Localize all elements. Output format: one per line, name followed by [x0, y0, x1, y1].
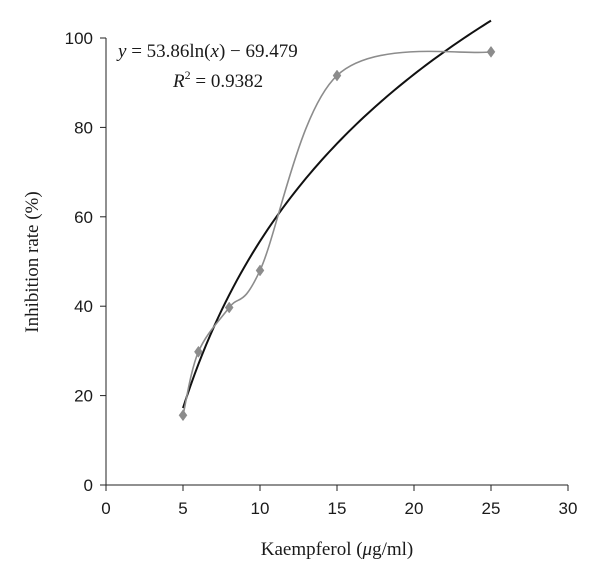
equation-middle: = 53.86ln( — [126, 41, 210, 62]
x-ticks: 0 5 10 15 20 25 30 — [101, 485, 577, 518]
r-squared-R: R — [172, 71, 185, 92]
y-tick-label: 20 — [74, 387, 93, 406]
x-axis-title-mu: μ — [362, 539, 373, 560]
trend-equation: y = 53.86ln(x) − 69.479 — [116, 41, 298, 62]
data-point — [332, 69, 342, 82]
x-axis-title-unit: g/ml) — [372, 539, 413, 560]
data-point — [486, 45, 496, 58]
data-point — [194, 345, 203, 358]
data-point — [178, 409, 188, 422]
r-squared: R2 = 0.9382 — [172, 68, 263, 92]
x-tick-label: 10 — [251, 499, 270, 518]
equation-x: x — [210, 41, 220, 62]
x-tick-label: 5 — [178, 499, 187, 518]
x-tick-label: 0 — [101, 499, 110, 518]
series-markers — [178, 45, 496, 422]
equation-end: ) − 69.479 — [219, 41, 298, 62]
y-tick-label: 0 — [84, 476, 93, 495]
y-tick-label: 80 — [74, 118, 93, 137]
data-point — [255, 264, 265, 277]
x-tick-label: 30 — [559, 499, 578, 518]
x-tick-label: 15 — [328, 499, 347, 518]
r-squared-exponent: 2 — [185, 68, 191, 82]
data-point — [224, 301, 234, 314]
trendline — [182, 19, 492, 409]
y-axis-title: Inhibition rate (%) — [22, 191, 43, 332]
equation-y: y — [116, 41, 127, 62]
y-tick-label: 60 — [74, 208, 93, 227]
x-tick-label: 20 — [405, 499, 424, 518]
x-axis-title-text: Kaempferol ( — [261, 539, 363, 560]
y-ticks: 0 20 40 60 80 100 — [65, 29, 106, 495]
y-tick-label: 40 — [74, 297, 93, 316]
series-line — [182, 50, 492, 416]
x-tick-label: 25 — [482, 499, 501, 518]
y-tick-label: 100 — [65, 29, 93, 48]
x-axis-title: Kaempferol (μg/ml) — [261, 539, 414, 560]
r-squared-value: = 0.9382 — [191, 71, 263, 92]
axes — [105, 38, 568, 486]
